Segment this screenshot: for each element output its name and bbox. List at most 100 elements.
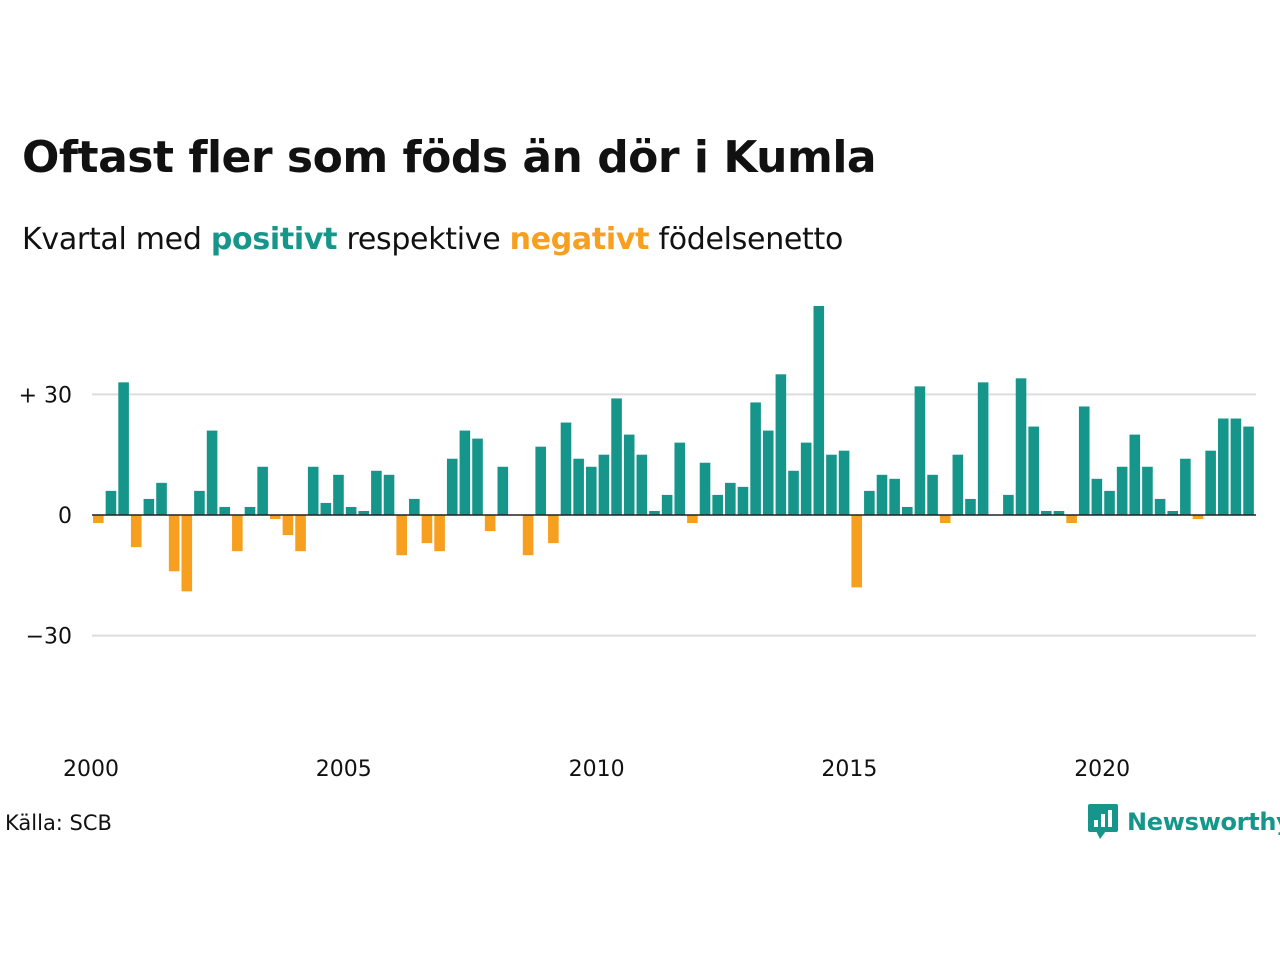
bar [623, 434, 635, 515]
bar [939, 515, 951, 524]
x-tick-label: 2000 [63, 757, 119, 782]
bar [143, 498, 155, 515]
bar [762, 430, 774, 515]
y-tick-label: −30 [26, 625, 72, 650]
bar [598, 454, 610, 515]
bar [333, 474, 344, 515]
bar [396, 515, 407, 556]
bar [1091, 478, 1103, 515]
bar [194, 490, 205, 515]
bar [358, 510, 370, 515]
bar [788, 470, 799, 515]
bar [813, 305, 825, 515]
bar [206, 430, 218, 515]
bar [1142, 466, 1153, 515]
bar [649, 510, 660, 515]
bar [535, 446, 547, 515]
bar [927, 474, 938, 515]
bar [1167, 510, 1179, 515]
bar [800, 442, 812, 515]
source-label: Källa: SCB [5, 811, 112, 835]
bar [977, 382, 989, 515]
bar [1243, 426, 1254, 515]
bar [181, 515, 193, 592]
bar [105, 490, 117, 515]
bar [889, 478, 900, 515]
bar [1154, 498, 1166, 515]
bar [232, 515, 243, 552]
bar [497, 466, 509, 515]
bar [257, 466, 268, 515]
brand-name: Newsworthy [1127, 808, 1280, 836]
bar [952, 454, 964, 515]
subtitle-suffix: födelsenetto [658, 222, 844, 257]
x-tick-label: 2020 [1074, 757, 1130, 782]
bar [295, 515, 306, 552]
bar [636, 454, 648, 515]
bar [409, 498, 420, 515]
brand-logo: Newsworthy [1088, 804, 1280, 840]
bar [699, 462, 711, 515]
bar [674, 442, 686, 515]
bar [750, 402, 761, 515]
bar [1230, 418, 1242, 515]
bar [611, 398, 622, 515]
bar [130, 515, 142, 548]
bar [838, 450, 850, 515]
x-tick-label: 2010 [569, 757, 625, 782]
newsworthy-logo-icon [1088, 804, 1118, 839]
bar [965, 498, 976, 515]
chart-subtitle: Kvartal med positivt respektive negativt… [22, 222, 843, 257]
bar [484, 515, 496, 532]
y-tick-label: 0 [58, 504, 72, 529]
bar [1078, 406, 1090, 515]
bar [282, 515, 294, 536]
bar [1015, 378, 1027, 515]
bar [1116, 466, 1128, 515]
y-tick-label: + 30 [19, 383, 72, 408]
bar [585, 466, 597, 515]
bar [168, 515, 180, 572]
bar [573, 458, 584, 515]
bar [219, 506, 231, 515]
bar [1104, 490, 1115, 515]
bar [914, 386, 926, 515]
x-tick-label: 2005 [316, 757, 372, 782]
bar [548, 515, 559, 544]
bar [737, 486, 749, 515]
subtitle-prefix: Kvartal med [22, 222, 202, 257]
subtitle-middle: respektive [346, 222, 501, 257]
bar [876, 474, 888, 515]
bar [446, 458, 458, 515]
x-tick-label: 2015 [821, 757, 877, 782]
bar [345, 506, 357, 515]
chart-title: Oftast fler som föds än dör i Kumla [22, 132, 877, 183]
bar [434, 515, 445, 552]
bar [156, 482, 167, 515]
bar [269, 515, 281, 520]
bar [1205, 450, 1216, 515]
bar [459, 430, 471, 515]
bar [560, 422, 572, 515]
bar [1028, 426, 1039, 515]
bar [864, 490, 875, 515]
bar [522, 515, 534, 556]
bar [901, 506, 913, 515]
bar [1041, 510, 1052, 515]
bar [383, 474, 395, 515]
bar [1066, 515, 1077, 524]
bar [687, 515, 698, 524]
bar [775, 374, 787, 515]
bar [1003, 494, 1014, 515]
bar [244, 506, 256, 515]
bar [851, 515, 863, 588]
bar [1192, 515, 1204, 520]
bar [1180, 458, 1191, 515]
bar [661, 494, 673, 515]
bar [371, 470, 382, 515]
bar [307, 466, 319, 515]
bar [826, 454, 837, 515]
bar [118, 382, 129, 515]
subtitle-negative: negativt [509, 222, 650, 257]
